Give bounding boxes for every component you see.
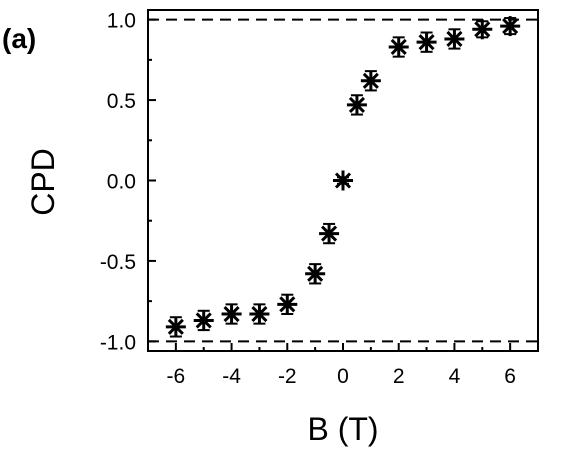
- data-point: [319, 223, 340, 244]
- data-point: [333, 170, 353, 191]
- x-tick-label: 6: [504, 365, 516, 388]
- y-axis-label: CPD: [25, 148, 61, 216]
- y-tick-label: 0.0: [107, 171, 136, 194]
- data-point: [346, 94, 367, 115]
- x-tick-label: -4: [222, 365, 241, 388]
- x-axis-label: B (T): [307, 411, 378, 447]
- data-point: [416, 32, 437, 53]
- y-tick-label: -0.5: [100, 251, 136, 274]
- y-tick-label: 1.0: [107, 10, 136, 33]
- data-point: [500, 16, 521, 37]
- data-point: [305, 263, 326, 284]
- x-tick-label: -2: [278, 365, 297, 388]
- x-tick-label: 4: [449, 365, 461, 388]
- data-point: [165, 316, 186, 337]
- panel-label: (a): [2, 23, 36, 54]
- x-tick-label: 2: [393, 365, 405, 388]
- data-point: [249, 304, 270, 325]
- data-point: [193, 310, 214, 331]
- y-tick-label: -1.0: [100, 331, 136, 354]
- plot-frame: [147, 9, 539, 352]
- data-point: [388, 36, 409, 57]
- data-points: [165, 16, 521, 337]
- x-tick-label: 0: [337, 365, 349, 388]
- data-point: [277, 294, 298, 315]
- axis-ticks: -6 -4 -2 0 2 4 6 -1.0 -0.5 0.0 0.5 1.0: [100, 10, 539, 388]
- data-point: [444, 28, 465, 49]
- x-tick-label: -6: [167, 365, 186, 388]
- data-point: [221, 304, 242, 325]
- reference-lines: [148, 18, 538, 343]
- data-point: [360, 70, 381, 91]
- data-point: [472, 19, 493, 40]
- y-tick-label: 0.5: [107, 90, 136, 113]
